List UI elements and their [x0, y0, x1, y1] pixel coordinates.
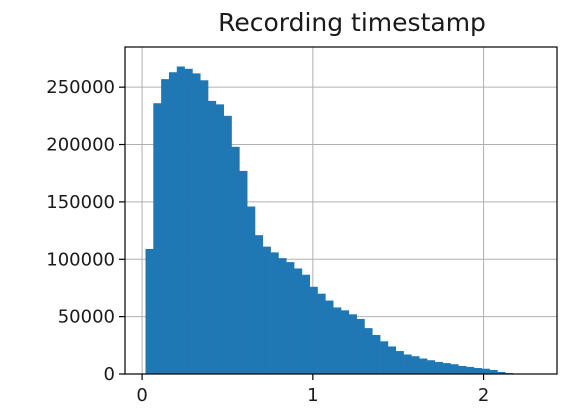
- y-tick-label: 50000: [58, 307, 115, 328]
- histogram-bar: [294, 268, 303, 374]
- histogram-bar: [348, 314, 357, 374]
- histogram-bar: [301, 274, 311, 374]
- histogram-bar: [168, 72, 178, 375]
- histogram-bar: [419, 358, 428, 374]
- histogram-bar: [481, 368, 490, 374]
- y-tick-label: 150000: [46, 192, 115, 213]
- histogram-bar: [364, 328, 373, 374]
- histogram-bar: [239, 170, 248, 374]
- histogram-bar: [403, 354, 412, 374]
- histogram-bar: [192, 73, 201, 375]
- histogram-bar: [372, 334, 381, 374]
- ticks-layer: 0 1 2 0 50000 100000 150000 200000 250000: [46, 77, 489, 406]
- x-tick-label: 2: [478, 385, 489, 406]
- histogram-bar: [387, 346, 397, 374]
- histogram-bar: [270, 252, 279, 374]
- x-tick-label: 1: [307, 385, 318, 406]
- y-tick-label: 250000: [46, 77, 115, 98]
- y-tick-label: 0: [104, 364, 115, 385]
- x-tick-label: 0: [136, 385, 147, 406]
- histogram-bar: [145, 248, 154, 374]
- histogram-bar: [231, 146, 240, 374]
- histogram-bar: [427, 360, 436, 374]
- chart-title: Recording timestamp: [218, 8, 486, 37]
- axes-frame: [124, 46, 558, 375]
- histogram-bar: [395, 351, 404, 374]
- histogram-bar: [247, 206, 256, 374]
- histogram-bar: [262, 246, 271, 374]
- histogram-bar: [458, 365, 467, 374]
- histogram-bar: [434, 361, 443, 374]
- histogram-bar: [442, 363, 451, 374]
- histogram-bar: [497, 371, 506, 374]
- histogram-bar: [286, 262, 295, 374]
- histogram-bar: [309, 286, 318, 374]
- histogram-bar: [215, 104, 224, 375]
- histogram-bar: [153, 103, 162, 374]
- histogram-bar: [333, 307, 342, 374]
- histogram-bar: [176, 66, 185, 375]
- histogram-bar: [380, 341, 389, 374]
- histogram-bar: [184, 68, 193, 375]
- histogram-bar: [356, 318, 365, 374]
- histogram-bar: [341, 310, 350, 374]
- histogram-bar: [325, 300, 334, 374]
- y-tick-label: 100000: [46, 249, 115, 270]
- histogram-bar: [161, 79, 170, 374]
- histogram-bar: [473, 368, 483, 374]
- histogram-bar: [450, 364, 459, 374]
- histogram-bar: [489, 369, 498, 374]
- histogram-bar: [317, 293, 326, 374]
- histogram-bar: [223, 115, 232, 374]
- y-tick-label: 200000: [46, 135, 115, 156]
- histogram-bar: [200, 80, 209, 374]
- histogram-bar: [254, 235, 264, 374]
- histogram-bar: [208, 100, 217, 374]
- histogram-bar: [411, 356, 420, 374]
- bars-layer: [145, 66, 537, 375]
- histogram-bar: [278, 258, 287, 374]
- histogram-bar: [466, 366, 475, 374]
